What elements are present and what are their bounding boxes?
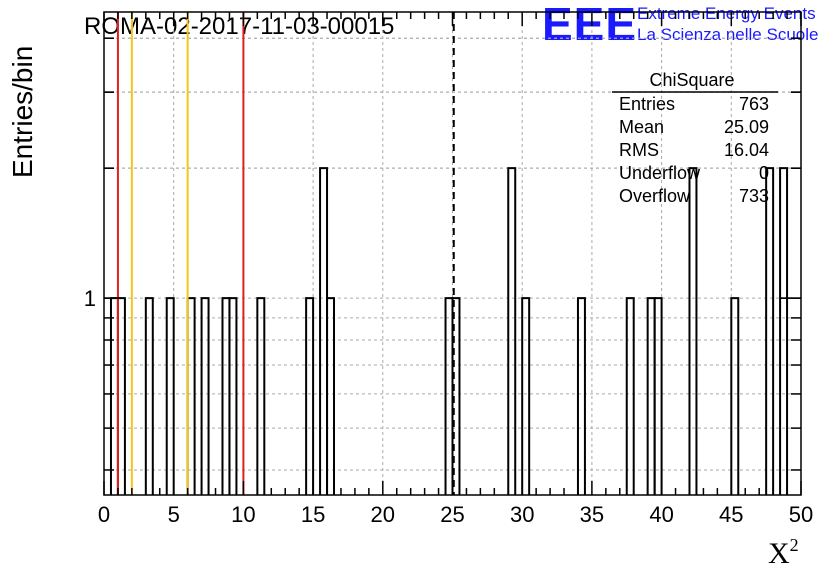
histogram-bin: [186, 297, 196, 495]
histogram-bin: [730, 297, 740, 495]
stats-value: 733: [739, 186, 769, 206]
x-tick-label: 50: [789, 502, 813, 527]
x-tick-label: 20: [371, 502, 395, 527]
x-axis-label-main: X: [768, 537, 790, 570]
histogram-bin: [688, 167, 698, 495]
marker-lines: [116, 12, 455, 495]
histogram-bin: [200, 297, 210, 495]
x-tick-label: 15: [301, 502, 325, 527]
x-axis-label: X2: [768, 535, 799, 570]
histogram-bin: [765, 167, 775, 495]
y-axis-ticks: 1: [84, 37, 801, 471]
histogram-bin: [221, 297, 231, 495]
stats-box: ChiSquare Entries 763 Mean 25.09 RMS 16.04 Und…: [612, 70, 778, 206]
x-tick-label: 10: [231, 502, 255, 527]
stats-label: RMS: [619, 140, 659, 160]
x-tick-label: 0: [98, 502, 110, 527]
x-axis-ticks: 0 5 10 15 20 25 30 35 40 45 50: [98, 12, 813, 527]
histogram-bin: [326, 297, 336, 495]
histogram-bin: [109, 297, 119, 495]
histogram-bin: [319, 167, 329, 495]
logo-line-1: Extreme Energy Events: [637, 4, 816, 23]
stats-value: 763: [739, 94, 769, 114]
histogram-bin: [576, 297, 586, 495]
histogram-bin: [779, 167, 789, 495]
logo-line-2: La Scienza nelle Scuole: [637, 25, 818, 44]
histogram-bin: [165, 297, 175, 495]
histogram-bin: [144, 297, 154, 495]
x-tick-label: 5: [168, 502, 180, 527]
histogram-bin: [228, 297, 238, 495]
stats-title: ChiSquare: [649, 70, 734, 90]
x-tick-label: 35: [580, 502, 604, 527]
histogram-bin: [646, 297, 656, 495]
chart-title: ROMA-02-2017-11-03-00015: [84, 13, 394, 40]
eee-logo: EEE Extreme Energy Events La Scienza nel…: [542, 0, 818, 50]
histogram-bin: [625, 297, 635, 495]
stats-label: Mean: [619, 117, 664, 137]
histogram-bin: [305, 297, 315, 495]
x-tick-label: 40: [649, 502, 673, 527]
histogram-bin: [116, 297, 126, 495]
histogram-bin: [451, 297, 461, 495]
stats-label: Entries: [619, 94, 675, 114]
x-axis-label-superscript: 2: [790, 535, 799, 555]
x-tick-label: 45: [719, 502, 743, 527]
y-axis-label: Entries/bin: [7, 46, 38, 178]
stats-value: 16.04: [724, 140, 769, 160]
stats-value: 25.09: [724, 117, 769, 137]
stats-value: 0: [759, 163, 769, 183]
histogram-bin: [256, 297, 266, 495]
histogram-bin: [521, 297, 531, 495]
logo-mark: EEE: [542, 0, 637, 50]
histogram-bin: [444, 297, 454, 495]
stats-label: Underflow: [619, 163, 701, 183]
stats-label: Overflow: [619, 186, 691, 206]
histogram-bin: [507, 167, 517, 495]
y-tick-label: 1: [84, 286, 96, 311]
x-tick-label: 30: [510, 502, 534, 527]
x-tick-label: 25: [440, 502, 464, 527]
histogram-bars: [109, 167, 789, 495]
histogram-bin: [653, 297, 663, 495]
